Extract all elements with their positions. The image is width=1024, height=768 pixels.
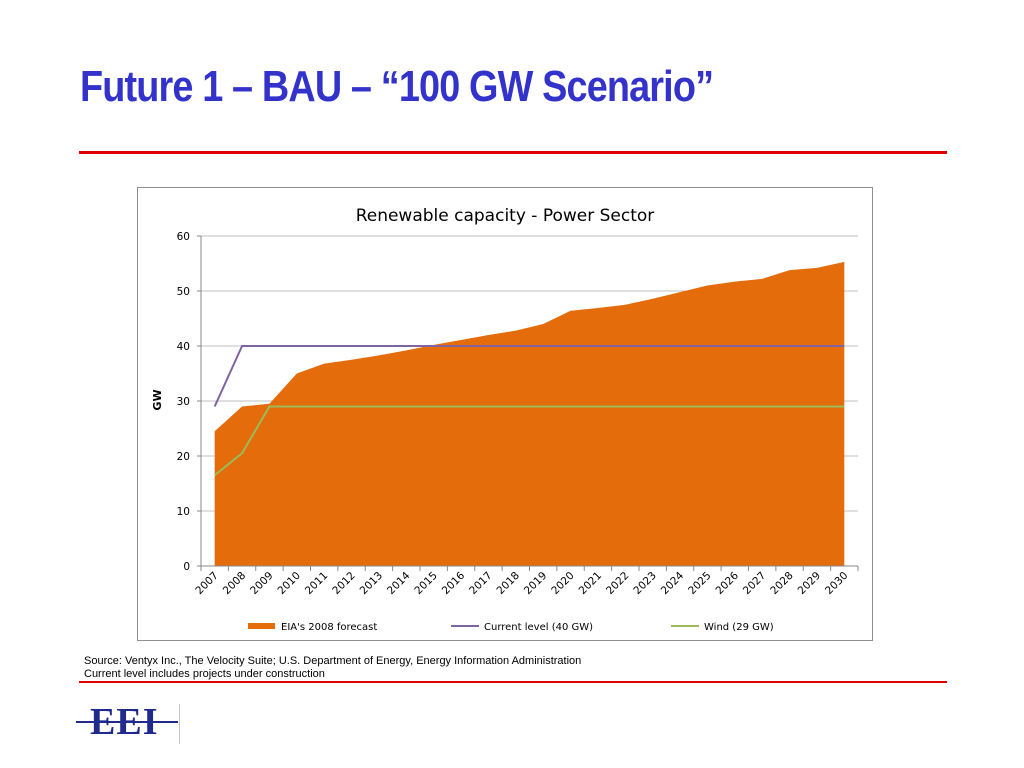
wind-line bbox=[214, 405, 845, 477]
slide-title: Future 1 – BAU – “100 GW Scenario” bbox=[80, 62, 714, 111]
forecast-area bbox=[214, 261, 845, 566]
logo-bar bbox=[76, 721, 178, 723]
y-tick-label: 40 bbox=[177, 341, 190, 353]
x-tick-label: 2015 bbox=[412, 570, 439, 597]
x-tick-label: 2025 bbox=[686, 570, 713, 597]
y-tick-label: 30 bbox=[177, 396, 190, 408]
current-level-line bbox=[213, 345, 845, 407]
source-line: Source: Ventyx Inc., The Velocity Suite;… bbox=[84, 655, 582, 667]
y-tick-label: 10 bbox=[177, 506, 190, 518]
source-note: Source: Ventyx Inc., The Velocity Suite;… bbox=[84, 655, 581, 681]
x-tick-label: 2023 bbox=[631, 570, 658, 597]
eei-logo: EEI bbox=[76, 700, 186, 745]
construction-note: Current level includes projects under co… bbox=[84, 668, 325, 680]
x-tick-label: 2011 bbox=[303, 570, 330, 597]
x-tick-label: 2022 bbox=[604, 570, 631, 597]
x-tick-label: 2027 bbox=[741, 570, 768, 597]
x-tick-label: 2028 bbox=[768, 570, 795, 597]
x-tick-label: 2024 bbox=[659, 569, 687, 597]
legend-label: EIA's 2008 forecast bbox=[281, 622, 377, 633]
x-tick-label: 2026 bbox=[714, 569, 742, 597]
y-tick-label: 50 bbox=[177, 286, 190, 298]
title-divider bbox=[79, 151, 947, 154]
logo-divider bbox=[179, 704, 180, 744]
x-tick-label: 2018 bbox=[495, 570, 522, 597]
y-tick-label: 60 bbox=[177, 231, 190, 243]
legend-label: Wind (29 GW) bbox=[704, 622, 774, 633]
x-tick-label: 2007 bbox=[193, 570, 220, 597]
chart-container: Renewable capacity - Power Sector GW 0 10… bbox=[137, 187, 873, 641]
x-tick-label: 2017 bbox=[467, 570, 494, 597]
footer-divider bbox=[79, 681, 947, 683]
x-tick-label: 2013 bbox=[358, 570, 385, 597]
y-tick-label: 20 bbox=[177, 451, 190, 463]
chart-title: Renewable capacity - Power Sector bbox=[356, 206, 655, 226]
y-tick-label: 0 bbox=[183, 561, 190, 573]
x-tick-label: 2009 bbox=[248, 570, 275, 597]
legend-label: Current level (40 GW) bbox=[484, 622, 593, 633]
legend: EIA's 2008 forecast Current level (40 GW)… bbox=[248, 622, 774, 633]
x-tick-label: 2019 bbox=[522, 570, 549, 597]
plot-area bbox=[213, 261, 845, 566]
logo-text: EEI bbox=[90, 701, 159, 743]
x-tick-label: 2030 bbox=[823, 570, 850, 597]
x-tick-label: 2008 bbox=[221, 570, 248, 597]
legend-swatch-forecast bbox=[248, 623, 275, 629]
x-tick-label: 2014 bbox=[385, 569, 413, 597]
x-tick-label: 2020 bbox=[549, 570, 576, 597]
renewable-capacity-chart: Renewable capacity - Power Sector GW 0 10… bbox=[151, 206, 859, 633]
x-tick-label: 2029 bbox=[796, 570, 823, 597]
y-axis-label: GW bbox=[151, 389, 164, 410]
x-tick-label: 2012 bbox=[330, 570, 357, 597]
x-tick-label: 2021 bbox=[577, 570, 604, 597]
x-tick-label: 2010 bbox=[276, 570, 303, 597]
x-tick-label: 2016 bbox=[440, 569, 468, 597]
